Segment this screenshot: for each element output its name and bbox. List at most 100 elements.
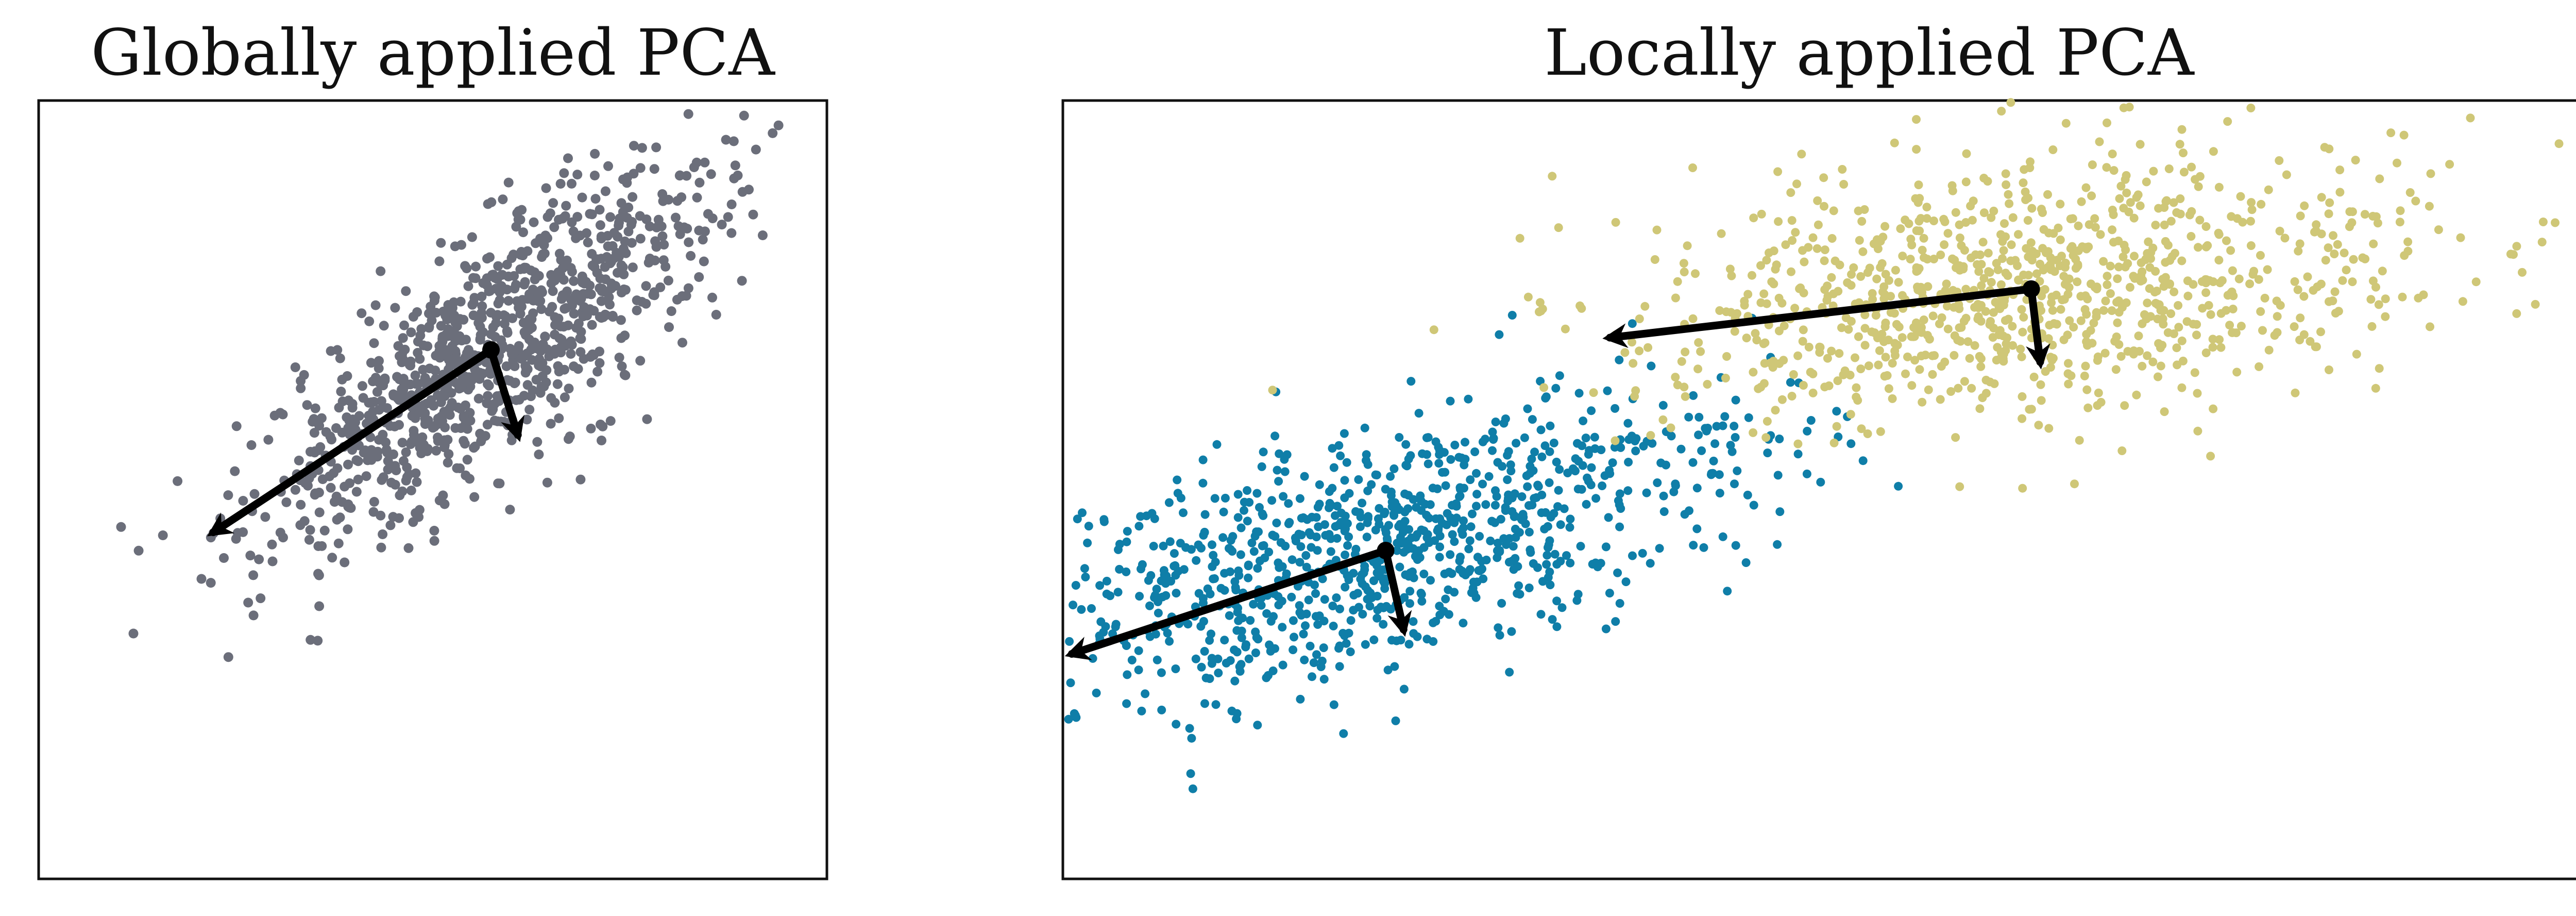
scatter-point-local-series-2 (2056, 235, 2065, 244)
scatter-point-global-series-1 (723, 212, 733, 222)
scatter-point-local-series-1 (1494, 623, 1503, 632)
scatter-point-global-series-1 (556, 335, 567, 345)
scatter-point-local-series-1 (1536, 610, 1546, 619)
scatter-point-local-series-1 (1127, 656, 1137, 664)
scatter-point-local-series-2 (1703, 380, 1712, 389)
scatter-point-global-series-1 (267, 539, 277, 549)
scatter-point-local-series-1 (1552, 596, 1562, 606)
scatter-point-local-series-1 (1414, 409, 1423, 418)
scatter-point-local-series-2 (2121, 245, 2130, 255)
scatter-point-global-series-1 (353, 474, 363, 485)
scatter-point-local-series-2 (1691, 269, 1700, 278)
scatter-point-local-series-1 (1611, 404, 1620, 413)
scatter-point-local-series-2 (1628, 338, 1636, 347)
scatter-point-global-series-1 (628, 192, 638, 202)
scatter-point-local-series-1 (1434, 459, 1444, 468)
scatter-point-global-series-1 (575, 333, 585, 343)
scatter-point-local-series-2 (1864, 361, 1873, 371)
scatter-point-local-series-1 (1353, 589, 1362, 598)
scatter-point-local-series-2 (2400, 251, 2409, 260)
scatter-point-local-series-2 (1760, 338, 1770, 347)
scatter-point-local-series-2 (1978, 238, 1988, 247)
scatter-point-local-series-1 (1077, 605, 1086, 614)
scatter-point-global-series-1 (617, 361, 627, 372)
scatter-point-local-series-2 (2375, 364, 2384, 373)
scatter-point-global-series-1 (498, 194, 508, 205)
scatter-point-local-series-2 (2081, 243, 2091, 252)
scatter-point-local-series-2 (2074, 221, 2083, 230)
scatter-point-global-series-1 (368, 406, 378, 417)
scatter-point-local-series-1 (1560, 504, 1569, 513)
scatter-point-local-series-2 (1974, 303, 1983, 312)
scatter-point-local-series-2 (1937, 362, 1946, 371)
scatter-point-local-series-2 (2132, 390, 2141, 399)
scatter-point-local-series-2 (2126, 198, 2135, 207)
scatter-point-global-series-1 (597, 436, 606, 445)
scatter-point-local-series-1 (1198, 478, 1208, 488)
scatter-point-local-series-2 (2096, 397, 2106, 407)
scatter-point-local-series-1 (1220, 636, 1229, 645)
scatter-point-global-series-1 (569, 361, 579, 372)
scatter-point-local-series-2 (1860, 310, 1870, 320)
scatter-point-local-series-1 (1472, 469, 1481, 478)
scatter-point-local-series-1 (1171, 561, 1180, 570)
scatter-point-global-series-1 (467, 299, 478, 310)
scatter-point-local-series-1 (1469, 589, 1479, 598)
scatter-point-local-series-2 (2021, 187, 2030, 196)
scatter-point-global-series-1 (510, 377, 520, 388)
scatter-point-local-series-1 (1439, 448, 1449, 457)
scatter-point-local-series-1 (1858, 456, 1868, 465)
scatter-point-local-series-1 (1655, 544, 1664, 553)
scatter-point-local-series-1 (1466, 475, 1475, 485)
scatter-point-local-series-2 (1816, 343, 1825, 352)
scatter-point-global-series-1 (343, 459, 353, 470)
scatter-point-local-series-1 (1281, 541, 1290, 551)
scatter-point-local-series-2 (1929, 216, 1938, 225)
scatter-point-local-series-1 (1369, 635, 1379, 644)
scatter-point-local-series-1 (1152, 585, 1161, 594)
scatter-point-local-series-2 (1922, 214, 1931, 223)
scatter-point-global-series-1 (432, 419, 442, 429)
scatter-point-global-series-1 (471, 261, 481, 272)
scatter-point-local-series-1 (1244, 654, 1253, 663)
scatter-point-local-series-2 (2249, 267, 2259, 276)
scatter-point-local-series-1 (1555, 465, 1564, 474)
scatter-point-local-series-2 (2134, 331, 2143, 341)
scatter-point-local-series-1 (1265, 640, 1274, 649)
scatter-point-local-series-2 (1823, 354, 1832, 363)
scatter-point-global-series-1 (493, 261, 503, 271)
scatter-point-local-series-2 (1798, 337, 1807, 346)
scatter-point-global-series-1 (642, 414, 652, 424)
scatter-point-global-series-1 (540, 331, 550, 342)
scatter-point-global-series-1 (699, 256, 709, 267)
scatter-point-local-series-2 (1721, 374, 1730, 382)
scatter-point-global-series-1 (376, 542, 386, 553)
scatter-point-global-series-1 (489, 415, 500, 426)
scatter-point-local-series-2 (2082, 310, 2091, 319)
scatter-point-global-series-1 (499, 319, 510, 329)
scatter-point-global-series-1 (314, 507, 325, 518)
scatter-point-local-series-1 (1225, 611, 1234, 620)
scatter-point-local-series-2 (1852, 392, 1861, 402)
scatter-point-local-series-2 (1901, 369, 1910, 378)
scatter-point-global-series-1 (543, 212, 553, 222)
scatter-point-local-series-2 (2143, 351, 2152, 360)
scatter-point-local-series-1 (1733, 466, 1742, 475)
scatter-point-global-series-1 (196, 574, 207, 584)
scatter-point-local-series-2 (1846, 410, 1855, 419)
scatter-point-global-series-1 (577, 192, 587, 203)
scatter-point-local-series-2 (1631, 386, 1640, 395)
scatter-point-local-series-2 (2222, 236, 2231, 245)
scatter-point-global-series-1 (501, 361, 512, 371)
scatter-point-global-series-1 (281, 497, 292, 507)
scatter-point-local-series-2 (1860, 324, 1870, 333)
scatter-point-local-series-1 (1584, 449, 1593, 459)
scatter-point-local-series-2 (2115, 194, 2124, 203)
scatter-point-local-series-1 (1523, 482, 1532, 491)
scatter-point-local-series-1 (1514, 581, 1523, 590)
scatter-point-local-series-2 (2445, 160, 2454, 169)
scatter-point-local-series-2 (1786, 188, 1795, 197)
scatter-point-global-series-1 (393, 341, 403, 351)
scatter-point-local-series-2 (2114, 340, 2124, 349)
scatter-point-local-series-2 (2000, 219, 2009, 228)
